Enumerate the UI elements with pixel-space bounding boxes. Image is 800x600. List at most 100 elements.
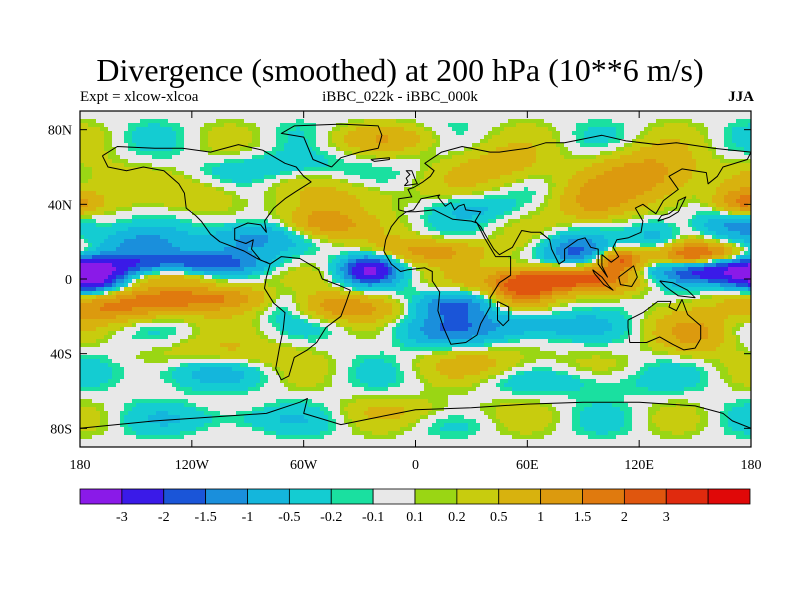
- field-cell: [556, 259, 584, 263]
- field-cell: [640, 223, 668, 227]
- field-cell: [552, 235, 560, 239]
- field-cell: [256, 315, 260, 319]
- field-cell: [256, 311, 264, 315]
- field-cell: [492, 231, 504, 235]
- field-cell: [652, 431, 672, 435]
- field-cell: [468, 291, 472, 295]
- field-cell: [80, 363, 108, 367]
- field-cell: [624, 423, 632, 427]
- field-cell: [420, 163, 432, 167]
- field-cell: [496, 291, 504, 295]
- field-cell: [580, 387, 648, 391]
- field-cell: [556, 371, 568, 375]
- field-cell: [724, 287, 748, 291]
- field-cell: [448, 123, 468, 127]
- field-cell: [532, 235, 540, 239]
- field-cell: [540, 291, 552, 295]
- field-cell: [432, 299, 472, 303]
- field-cell: [332, 135, 344, 139]
- field-cell: [592, 239, 608, 243]
- field-cell: [280, 123, 316, 127]
- field-cell: [552, 179, 568, 183]
- field-cell: [276, 327, 280, 331]
- field-cell: [328, 263, 336, 267]
- field-cell: [576, 403, 592, 407]
- field-cell: [148, 287, 208, 291]
- field-cell: [580, 187, 652, 191]
- field-cell: [176, 367, 200, 371]
- field-cell: [80, 119, 96, 123]
- field-cell: [264, 191, 276, 195]
- field-cell: [384, 255, 388, 259]
- field-cell: [696, 411, 708, 415]
- field-cell: [336, 123, 348, 127]
- colorbar-swatch: [288, 488, 332, 505]
- field-cell: [388, 431, 404, 435]
- field-cell: [116, 247, 180, 251]
- field-cell: [548, 127, 556, 131]
- field-cell: [604, 267, 624, 271]
- field-cell: [336, 263, 344, 267]
- field-cell: [332, 131, 348, 135]
- field-cell: [732, 247, 740, 251]
- field-cell: [480, 379, 488, 383]
- field-cell: [280, 379, 288, 383]
- field-cell: [276, 151, 316, 155]
- field-cell: [80, 127, 100, 131]
- field-cell: [200, 279, 216, 283]
- field-cell: [176, 379, 200, 383]
- field-cell: [412, 319, 424, 323]
- field-cell: [644, 319, 656, 323]
- field-cell: [692, 215, 696, 219]
- field-cell: [504, 291, 516, 295]
- field-cell: [604, 255, 608, 259]
- field-cell: [636, 135, 644, 139]
- field-cell: [348, 411, 364, 415]
- field-cell: [400, 307, 404, 311]
- field-cell: [644, 335, 656, 339]
- field-cell: [220, 179, 232, 183]
- field-cell: [116, 267, 128, 271]
- field-cell: [404, 271, 412, 275]
- field-cell: [252, 407, 264, 411]
- field-cell: [544, 199, 548, 203]
- field-cell: [360, 199, 392, 203]
- field-cell: [116, 279, 124, 283]
- field-cell: [512, 207, 520, 211]
- field-cell: [736, 283, 748, 287]
- field-cell: [108, 275, 116, 279]
- coastline: [403, 170, 418, 187]
- field-cell: [396, 155, 452, 159]
- field-cell: [280, 271, 288, 275]
- field-cell: [100, 415, 108, 419]
- field-cell: [748, 279, 751, 283]
- field-cell: [404, 267, 408, 271]
- field-cell: [344, 283, 352, 287]
- field-cell: [344, 171, 400, 175]
- field-cell: [204, 411, 220, 415]
- colorbar-label: -2: [158, 510, 170, 525]
- field-cell: [304, 251, 316, 255]
- field-cell: [248, 143, 260, 147]
- field-cell: [168, 411, 204, 415]
- field-cell: [304, 135, 316, 139]
- field-cell: [520, 271, 620, 275]
- field-cell: [308, 143, 316, 147]
- field-cell: [340, 251, 348, 255]
- field-cell: [276, 287, 292, 291]
- field-cell: [156, 315, 204, 319]
- field-cell: [212, 167, 304, 171]
- field-cell: [536, 243, 540, 247]
- field-cell: [408, 299, 412, 303]
- field-cell: [80, 399, 92, 403]
- colorbar-label: -0.1: [362, 510, 384, 525]
- field-cell: [176, 139, 184, 143]
- field-cell: [728, 227, 751, 231]
- field-cell: [168, 239, 236, 243]
- field-cell: [204, 271, 252, 275]
- field-cell: [692, 155, 712, 159]
- field-cell: [208, 287, 252, 291]
- field-cell: [108, 291, 112, 295]
- field-cell: [420, 275, 424, 279]
- field-cell: [688, 179, 724, 183]
